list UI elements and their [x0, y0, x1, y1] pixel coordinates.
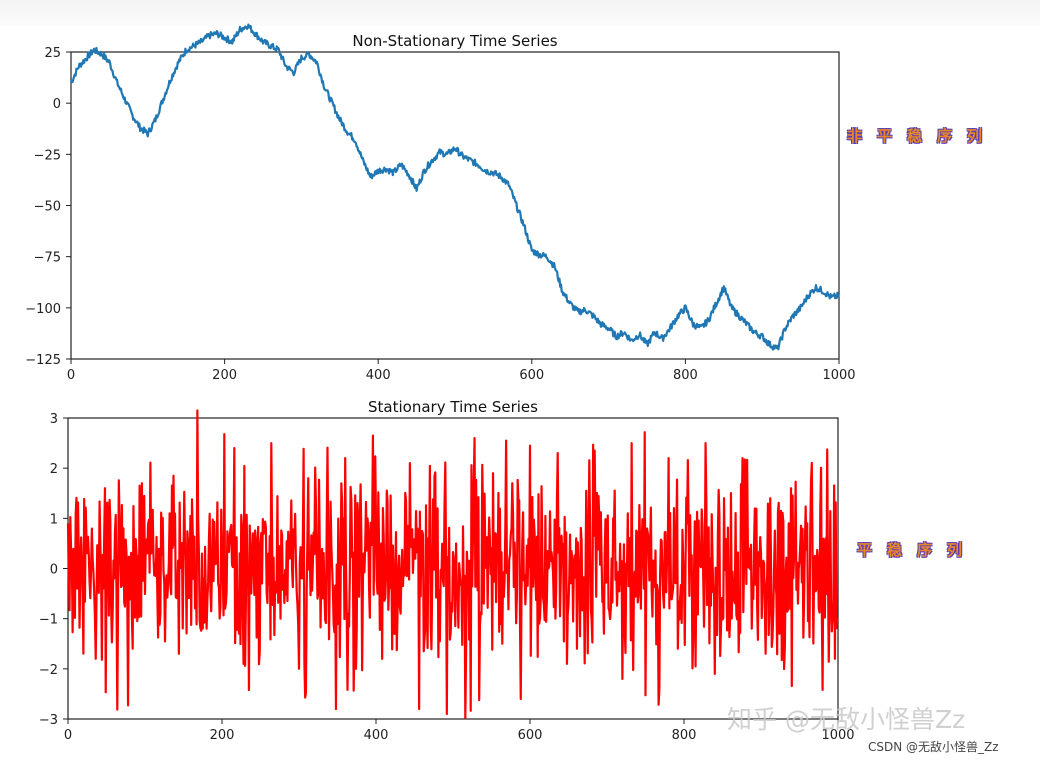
- y-tick-label: 0: [50, 563, 58, 578]
- x-tick-label: 200: [212, 368, 237, 383]
- chart-title: Stationary Time Series: [368, 398, 538, 416]
- y-tick-label: 2: [50, 462, 58, 477]
- y-tick-label: −75: [34, 251, 61, 266]
- y-tick-label: 3: [50, 412, 58, 427]
- x-tick-label: 0: [64, 728, 72, 743]
- x-tick-label: 600: [519, 368, 544, 383]
- x-tick-label: 600: [518, 728, 543, 743]
- csdn-footer: CSDN @无敌小怪兽_Zz: [868, 740, 999, 754]
- series-line: [69, 23, 840, 351]
- series-line: [66, 409, 839, 720]
- y-tick-label: 25: [44, 46, 61, 61]
- y-tick-label: −25: [34, 148, 61, 163]
- x-tick-label: 400: [364, 728, 389, 743]
- y-tick-label: 0: [53, 97, 61, 112]
- x-tick-label: 800: [673, 368, 698, 383]
- y-tick-label: −3: [39, 713, 58, 728]
- y-tick-label: −1: [39, 613, 58, 628]
- top-window-band: [0, 0, 1040, 26]
- y-tick-label: −2: [39, 663, 58, 678]
- y-tick-label: −50: [34, 200, 61, 215]
- x-tick-label: 400: [366, 368, 391, 383]
- zhihu-watermark: 知乎 @无敌小怪兽Zz: [727, 705, 966, 734]
- y-tick-label: 1: [50, 512, 58, 527]
- x-tick-label: 0: [67, 368, 75, 383]
- non-stationary-chart: Non-Stationary Time Series 0 200 400 600 800 1…: [25, 23, 856, 383]
- y-tick-label: −100: [25, 302, 61, 317]
- chart-title: Non-Stationary Time Series: [352, 32, 557, 50]
- non-stationary-label: 非平稳序列: [847, 127, 998, 145]
- x-tick-label: 1000: [822, 368, 855, 383]
- x-tick-label: 200: [210, 728, 235, 743]
- x-tick-label: 800: [672, 728, 697, 743]
- y-tick-label: −125: [25, 353, 61, 368]
- x-tick-label: 1000: [821, 728, 854, 743]
- stationary-label: 平稳序列: [857, 541, 978, 559]
